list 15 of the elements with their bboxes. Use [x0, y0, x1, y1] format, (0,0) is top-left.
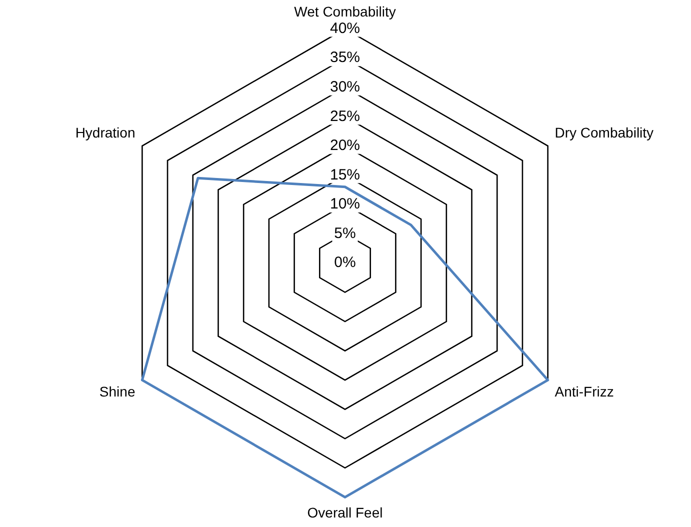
y-tick-label: 25% [330, 108, 360, 125]
spoke-label: Anti-Frizz [554, 383, 614, 400]
y-tick-label: 20% [330, 137, 360, 154]
spoke-label: Wet Combability [294, 3, 396, 20]
y-tick-label: 5% [334, 224, 356, 242]
y-tick-label: 15% [330, 166, 360, 184]
spoke-label: Shine [99, 383, 136, 400]
spoke-label: Dry Combability [554, 124, 654, 140]
y-tick-label: 30% [330, 78, 360, 96]
spoke-label: Overall Feel [307, 504, 383, 520]
y-tick-label: 10% [330, 196, 360, 213]
y-tick-label: 0% [334, 254, 356, 272]
y-tick-label: 35% [330, 49, 360, 66]
y-tick-label: 40% [330, 20, 360, 37]
spoke-label: Hydration [75, 124, 136, 140]
